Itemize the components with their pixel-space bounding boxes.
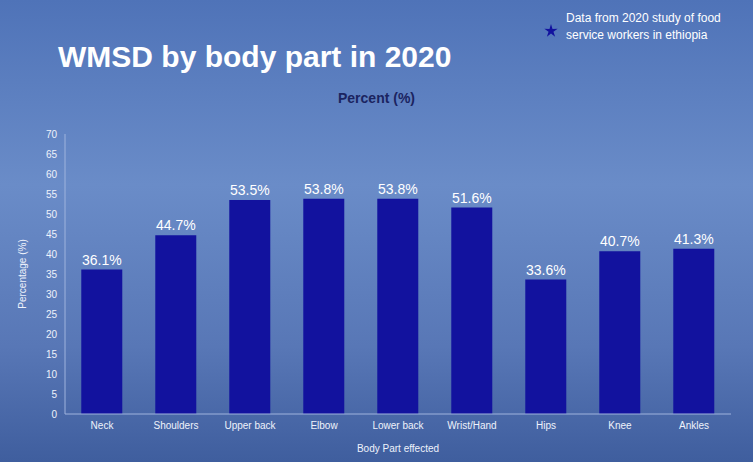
svg-text:10: 10 [46,369,58,380]
svg-text:40.7%: 40.7% [600,233,640,249]
svg-text:53.8%: 53.8% [378,181,418,197]
html-text:WMSD by body part in 2020: WMSD by body part in 2020 [58,40,452,73]
svg-text:Shoulders: Shoulders [153,420,198,431]
html-text:Percent (%): Percent (%) [338,90,415,106]
svg-text:Hips: Hips [536,420,556,431]
svg-text:Knee: Knee [608,420,632,431]
svg-text:40: 40 [46,249,58,260]
svg-text:53.5%: 53.5% [230,182,270,198]
svg-text:55: 55 [46,189,58,200]
svg-text:70: 70 [46,129,58,140]
svg-text:36.1%: 36.1% [82,252,122,268]
html-text:Data from 2020 study of food s: Data from 2020 study of food service wor… [566,11,721,42]
svg-text:30: 30 [46,289,58,300]
svg-text:Body Part effected: Body Part effected [357,443,439,454]
svg-text:35: 35 [46,269,58,280]
svg-text:Elbow: Elbow [310,420,338,431]
svg-text:Upper back: Upper back [224,420,276,431]
svg-text:44.7%: 44.7% [156,217,196,233]
svg-text:20: 20 [46,329,58,340]
svg-text:33.6%: 33.6% [526,262,566,278]
svg-text:Ankles: Ankles [679,420,709,431]
svg-text:Lower back: Lower back [372,420,424,431]
svg-text:25: 25 [46,309,58,320]
svg-text:0: 0 [51,409,57,420]
svg-text:41.3%: 41.3% [674,231,714,247]
svg-text:Wrist/Hand: Wrist/Hand [447,420,496,431]
svg-text:15: 15 [46,349,58,360]
svg-text:65: 65 [46,149,58,160]
svg-text:53.8%: 53.8% [304,181,344,197]
svg-text:50: 50 [46,209,58,220]
svg-text:5: 5 [51,389,57,400]
svg-text:45: 45 [46,229,58,240]
svg-text:Percentage (%): Percentage (%) [17,239,28,308]
svg-text:Neck: Neck [91,420,115,431]
svg-text:51.6%: 51.6% [452,190,492,206]
svg-text:60: 60 [46,169,58,180]
